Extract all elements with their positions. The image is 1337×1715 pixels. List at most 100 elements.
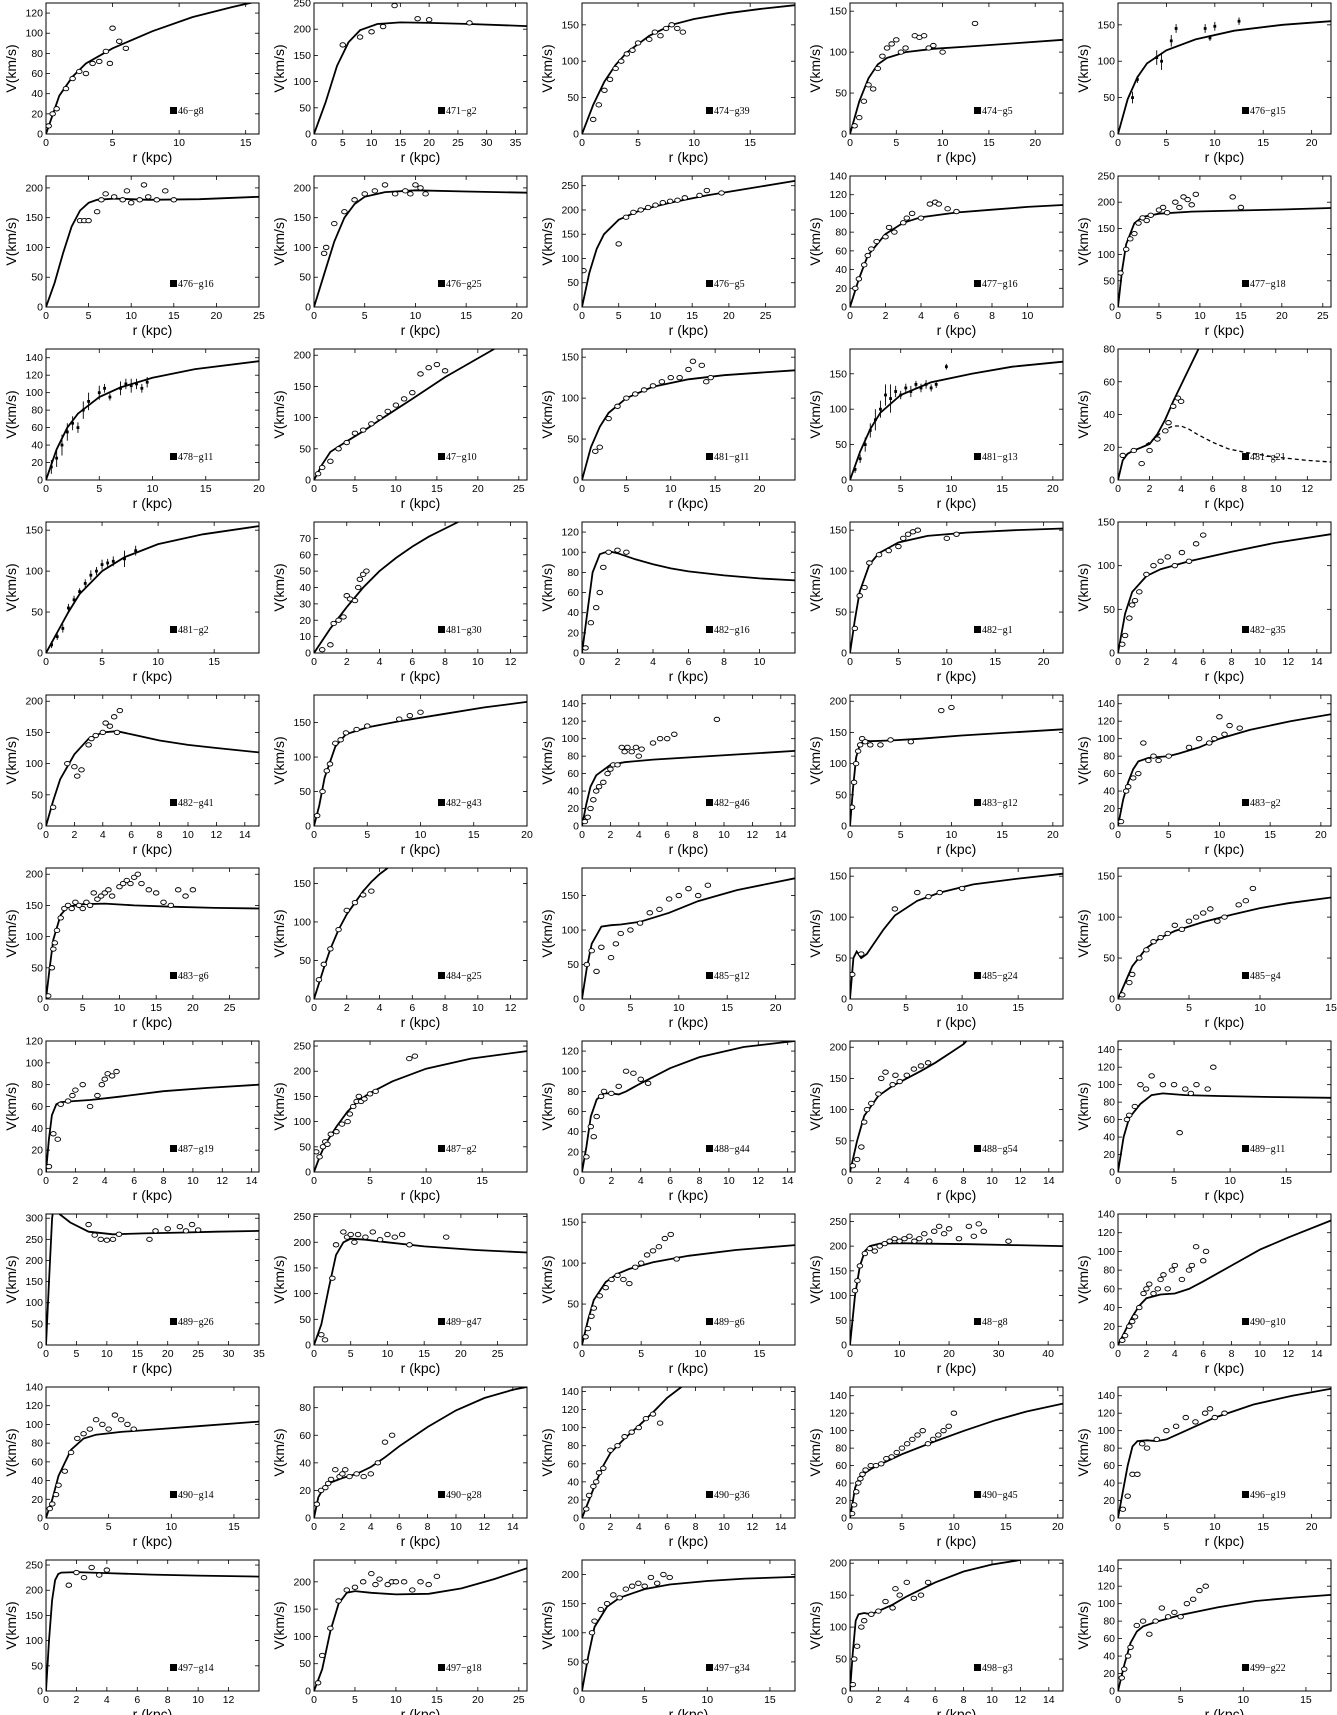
data-point [868, 429, 872, 432]
x-tick-label: 8 [1229, 656, 1235, 668]
x-tick-label: 0 [1115, 137, 1121, 149]
data-point [582, 1659, 590, 1665]
data-point [1203, 27, 1207, 30]
data-point [980, 1228, 987, 1234]
data-point [65, 1582, 73, 1588]
y-tick-label: 80 [1103, 751, 1115, 763]
x-tick-label: 15 [418, 1348, 430, 1360]
data-point [1131, 230, 1138, 237]
data-point [55, 635, 59, 639]
data-point [592, 788, 600, 794]
data-point [623, 549, 630, 555]
y-axis-title: V(km/s) [539, 390, 555, 438]
y-tick-label: 150 [561, 229, 579, 241]
data-point [1221, 914, 1228, 920]
data-point [877, 742, 884, 748]
legend-label: 485−g24 [982, 971, 1018, 982]
data-point [1124, 784, 1132, 790]
data-point [1185, 1267, 1193, 1273]
y-tick-label: 140 [25, 352, 43, 364]
x-axis-title: r (kpc) [133, 841, 173, 857]
data-point [119, 386, 122, 390]
data-point [935, 1223, 943, 1230]
x-tick-label: 10 [101, 1348, 113, 1360]
data-point [135, 382, 138, 386]
data-point [318, 464, 326, 471]
x-tick-label: 5 [364, 829, 370, 841]
data-point [897, 49, 905, 55]
x-tick-label: 14 [1311, 656, 1323, 668]
data-point [381, 1439, 389, 1445]
y-tick-label: 150 [293, 212, 311, 224]
model-curve [46, 1083, 259, 1172]
data-point [1216, 714, 1223, 720]
y-tick-label: 0 [1109, 129, 1115, 141]
data-point [92, 1417, 100, 1423]
data-point [868, 1100, 875, 1107]
x-tick-label: 8 [697, 1175, 703, 1187]
x-tick-label: 15 [754, 1348, 766, 1360]
y-tick-label: 60 [1103, 1114, 1115, 1126]
model-curve [46, 902, 259, 999]
data-point [117, 1417, 125, 1423]
data-point [1192, 914, 1200, 920]
y-tick-label: 0 [573, 475, 579, 487]
x-tick-label: 0 [847, 1348, 853, 1360]
data-point [857, 1476, 864, 1482]
x-axis-title: r (kpc) [669, 149, 709, 165]
y-tick-label: 100 [561, 547, 579, 559]
y-tick-label: 140 [1097, 1563, 1115, 1575]
legend-label: 482−g16 [714, 625, 750, 636]
legend-label: 48−g8 [982, 1317, 1008, 1328]
data-point [874, 65, 882, 72]
y-tick-label: 150 [25, 900, 43, 912]
data-point [113, 729, 121, 736]
data-point [901, 1236, 908, 1242]
data-point [886, 1238, 893, 1244]
data-point [68, 905, 75, 912]
x-tick-label: 15 [709, 483, 721, 495]
x-tick-label: 20 [1029, 137, 1041, 149]
y-tick-label: 0 [37, 821, 43, 833]
x-tick-label: 0 [579, 310, 585, 322]
y-tick-label: 60 [1103, 1283, 1115, 1295]
y-tick-label: 30 [299, 598, 311, 610]
plot-frame [45, 175, 260, 308]
data-point [649, 1411, 657, 1417]
data-point [626, 1280, 633, 1287]
model-curve [582, 4, 795, 134]
y-tick-label: 150 [1097, 223, 1115, 235]
x-tick-label: 15 [468, 829, 480, 841]
data-point [671, 731, 678, 737]
y-tick-label: 20 [835, 1495, 847, 1507]
x-axis-title: r (kpc) [937, 149, 977, 165]
x-tick-label: 5 [1171, 1175, 1177, 1187]
y-tick-label: 80 [567, 1086, 579, 1098]
data-point [320, 961, 328, 967]
y-tick-label: 0 [1109, 1340, 1115, 1352]
y-tick-label: 120 [25, 1036, 43, 1048]
data-point [965, 1223, 973, 1230]
data-point [583, 1154, 590, 1160]
data-point [612, 65, 619, 72]
x-tick-label: 12 [747, 1521, 759, 1533]
data-point [919, 1428, 926, 1434]
data-point [46, 123, 52, 129]
x-tick-label: 15 [150, 1002, 162, 1014]
y-tick-label: 50 [1103, 604, 1115, 616]
x-axis-title: r (kpc) [937, 841, 977, 857]
data-point [1128, 602, 1136, 608]
y-axis-title: V(km/s) [539, 909, 555, 957]
data-point [929, 386, 933, 390]
x-tick-label: 15 [476, 1175, 488, 1187]
y-tick-label: 0 [305, 475, 311, 487]
data-point [899, 393, 903, 397]
data-point [1148, 1073, 1155, 1079]
data-point [67, 606, 70, 610]
y-tick-label: 200 [293, 182, 311, 194]
y-tick-label: 40 [835, 264, 847, 276]
y-tick-label: 50 [299, 272, 311, 284]
data-point [140, 386, 144, 390]
data-point [360, 1473, 367, 1480]
